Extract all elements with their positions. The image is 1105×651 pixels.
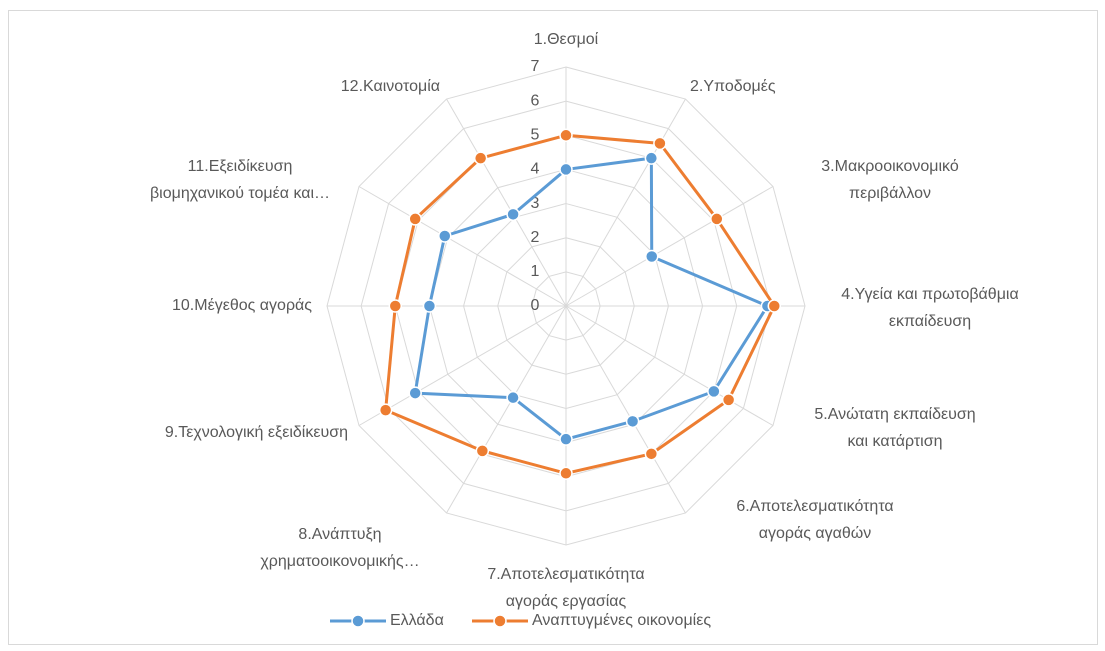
series-marker: [506, 207, 520, 222]
legend-marker: [493, 614, 507, 628]
spoke: [358, 305, 567, 426]
series-marker: [388, 299, 403, 313]
category-label: 12.Καινοτομία: [341, 78, 440, 95]
category-label: 11.Εξειδίκευση: [188, 158, 293, 175]
category-label: 8.Ανάπτυξη: [298, 526, 381, 543]
series-marker: [767, 299, 782, 313]
category-label: 2.Υποδομές: [690, 78, 776, 95]
r-tick-label: 6: [531, 92, 540, 109]
series-marker: [506, 390, 520, 405]
series-marker: [625, 414, 640, 429]
series-marker: [408, 212, 422, 226]
category-label: εκπαίδευση: [889, 313, 971, 330]
series-marker: [710, 212, 724, 226]
category-label: 1.Θεσμοί: [534, 31, 599, 48]
series-marker: [559, 128, 573, 143]
category-label: 3.Μακροοικονομικό: [821, 158, 959, 175]
r-tick-label: 0: [531, 297, 540, 314]
category-label: και κατάρτιση: [848, 433, 943, 450]
r-tick-label: 3: [531, 195, 540, 212]
series-marker: [644, 151, 659, 165]
category-label: αγοράς εργασίας: [506, 593, 627, 610]
series-marker: [653, 136, 667, 151]
category-label: χρηματοοικονομικής…: [260, 553, 419, 570]
legend-label: Ελλάδα: [390, 612, 444, 629]
category-label: 5.Ανώτατη εκπαίδευση: [814, 406, 975, 423]
series-marker: [422, 299, 437, 313]
series-marker: [644, 249, 659, 264]
category-label: 7.Αποτελεσματικότητα: [487, 566, 644, 583]
series-marker: [721, 393, 736, 407]
spoke: [446, 305, 567, 514]
spoke: [565, 98, 686, 307]
spoke: [358, 186, 567, 307]
series-marker: [707, 384, 721, 399]
spoke: [565, 186, 774, 307]
series-marker: [475, 444, 490, 458]
spoke: [565, 305, 686, 514]
spoke: [565, 305, 774, 426]
series-marker: [408, 386, 422, 400]
spoke: [446, 98, 567, 307]
series-marker: [473, 151, 488, 165]
series-marker: [378, 403, 393, 417]
category-label: 6.Αποτελεσματικότητα: [736, 498, 893, 515]
series-marker: [644, 447, 659, 461]
series-marker: [559, 466, 573, 481]
category-label: 10.Μέγεθος αγοράς: [172, 297, 312, 314]
r-tick-label: 5: [531, 127, 540, 144]
chart-frame: [8, 10, 1098, 645]
series-marker: [559, 162, 573, 177]
r-tick-label: 1: [531, 263, 540, 280]
legend-marker: [351, 614, 365, 628]
series-marker: [438, 229, 452, 243]
series-marker: [559, 432, 573, 446]
category-label: αγοράς αγαθών: [759, 525, 872, 542]
r-tick-label: 2: [531, 229, 540, 246]
category-label: βιομηχανικού τομέα και…: [150, 185, 330, 202]
category-label: 4.Υγεία και πρωτοβάθμια: [841, 286, 1018, 303]
r-tick-label: 4: [531, 161, 540, 178]
legend-label: Αναπτυγμένες οικονομίες: [532, 612, 711, 629]
category-label: 9.Τεχνολογική εξειδίκευση: [165, 424, 348, 441]
category-label: περιβάλλον: [849, 185, 931, 202]
r-tick-label: 7: [531, 58, 540, 75]
